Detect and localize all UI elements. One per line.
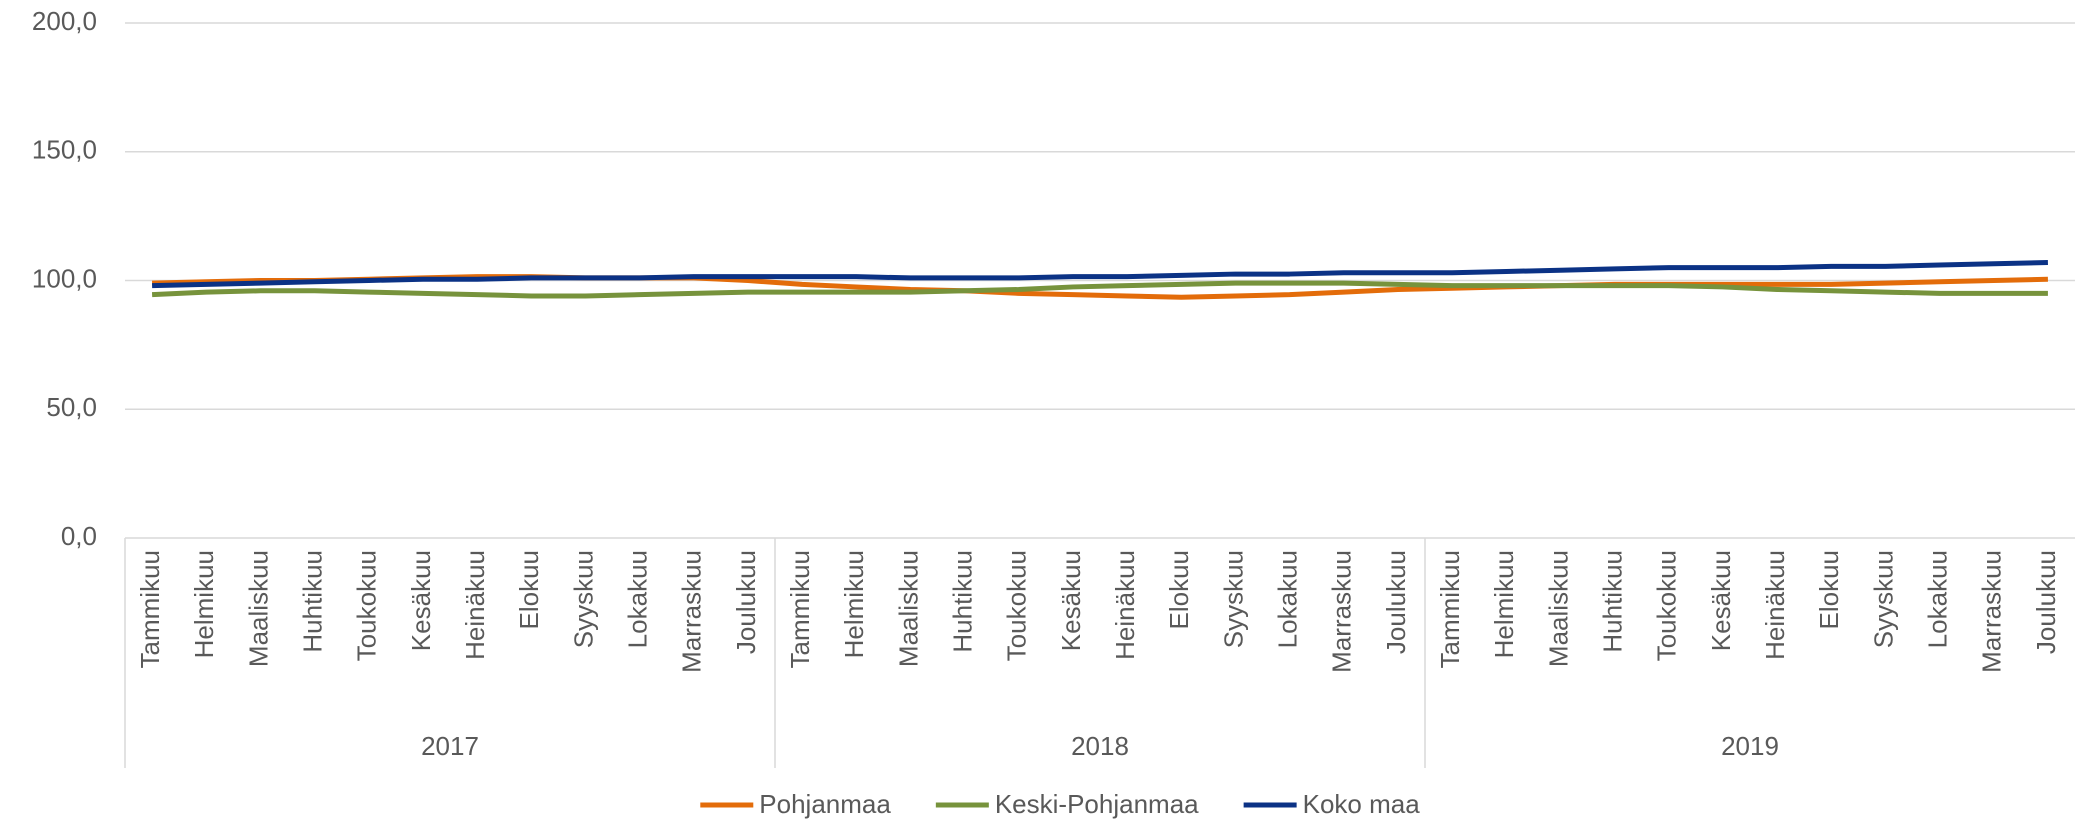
- y-tick-label: 150,0: [32, 135, 97, 165]
- y-tick-label: 50,0: [46, 392, 97, 422]
- x-tick-label: Lokakuu: [622, 550, 652, 648]
- x-tick-label: Syyskuu: [1868, 550, 1898, 648]
- x-tick-label: Lokakuu: [1272, 550, 1302, 648]
- x-tick-label: Tammikuu: [135, 550, 165, 668]
- x-tick-label: Lokakuu: [1922, 550, 1952, 648]
- line: [151, 280, 2048, 299]
- x-tick-label: Maaliskuu: [1543, 550, 1573, 667]
- x-tick-label: Marraskuu: [1327, 550, 1357, 673]
- x-tick-label: Helmikuu: [189, 550, 219, 658]
- x-tick-label: Heinäkuu: [460, 550, 490, 660]
- x-tick-label: Tammikuu: [785, 550, 815, 668]
- group-label: 2019: [1721, 731, 1779, 761]
- x-tick-label: Joulukuu: [1381, 550, 1411, 654]
- x-tick-label: Elokuu: [514, 550, 544, 630]
- y-tick-label: 200,0: [32, 6, 97, 36]
- x-tick-label: Marraskuu: [677, 550, 707, 673]
- x-tick-label: Marraskuu: [1977, 550, 2007, 673]
- group-label: 2017: [421, 731, 479, 761]
- x-tick-label: Elokuu: [1814, 550, 1844, 630]
- x-tick-label: Heinäkuu: [1760, 550, 1790, 660]
- x-tick-label: Syyskuu: [1218, 550, 1248, 648]
- legend-label: Keski-Pohjanmaa: [995, 789, 1199, 819]
- x-tick-label: Toukokuu: [1652, 550, 1682, 661]
- x-tick-label: Maaliskuu: [243, 550, 273, 667]
- x-tick-label: Huhtikuu: [947, 550, 977, 653]
- x-tick-label: Toukokuu: [352, 550, 382, 661]
- x-tick-label: Kesäkuu: [1056, 550, 1086, 651]
- line: [152, 259, 2048, 289]
- legend-label: Pohjanmaa: [759, 789, 891, 819]
- x-tick-label: Syyskuu: [568, 550, 598, 648]
- legend-label: Koko maa: [1303, 789, 1421, 819]
- x-tick-label: Huhtikuu: [297, 550, 327, 653]
- x-tick-label: Joulukuu: [731, 550, 761, 654]
- x-tick-label: Heinäkuu: [1110, 550, 1140, 660]
- group-label: 2018: [1071, 731, 1129, 761]
- x-tick-label: Kesäkuu: [1706, 550, 1736, 651]
- x-tick-label: Toukokuu: [1002, 550, 1032, 661]
- x-tick-label: Huhtikuu: [1597, 550, 1627, 653]
- x-tick-label: Joulukuu: [2031, 550, 2061, 654]
- x-tick-label: Helmikuu: [839, 550, 869, 658]
- x-tick-label: Kesäkuu: [406, 550, 436, 651]
- x-tick-label: Helmikuu: [1489, 550, 1519, 658]
- x-tick-label: Tammikuu: [1435, 550, 1465, 668]
- y-tick-label: 0,0: [61, 521, 97, 551]
- y-tick-label: 100,0: [32, 263, 97, 293]
- x-tick-label: Elokuu: [1164, 550, 1194, 630]
- x-tick-label: Maaliskuu: [893, 550, 923, 667]
